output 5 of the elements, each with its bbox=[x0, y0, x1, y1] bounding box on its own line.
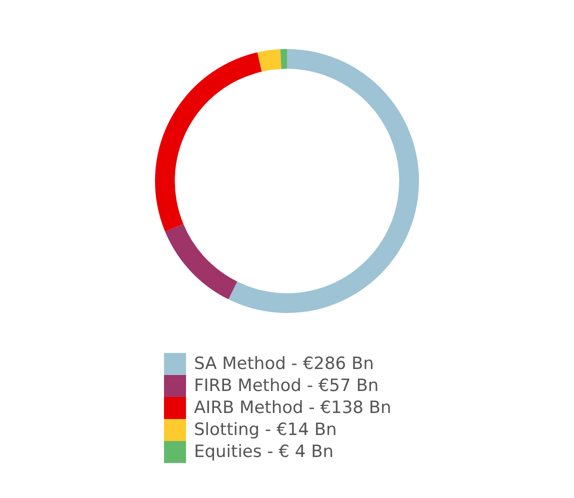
legend-label: SA Method - €286 Bn bbox=[194, 354, 374, 374]
legend-label: FIRB Method - €57 Bn bbox=[194, 376, 379, 396]
legend-label: Equities - € 4 Bn bbox=[194, 442, 334, 462]
legend-label: Slotting - €14 Bn bbox=[194, 420, 337, 440]
legend-label: AIRB Method - €138 Bn bbox=[194, 398, 392, 418]
